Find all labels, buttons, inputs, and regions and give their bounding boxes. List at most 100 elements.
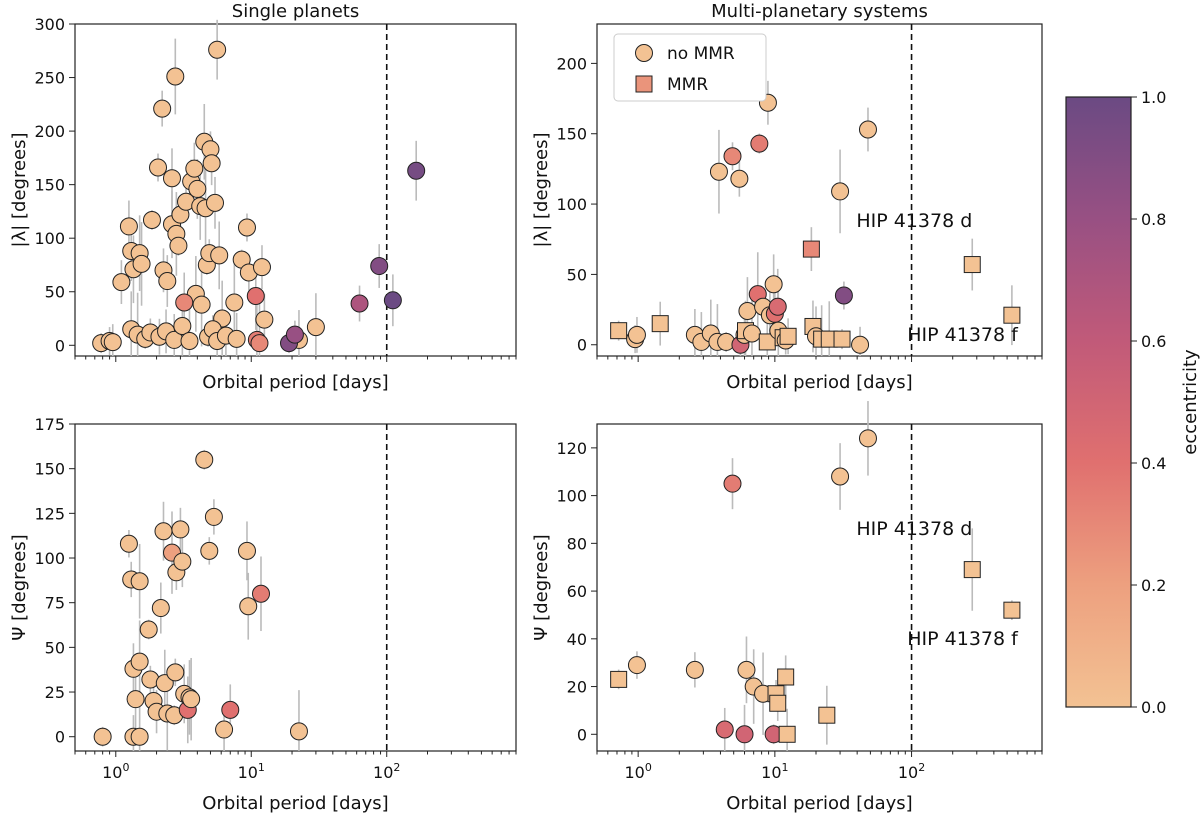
no-mmr-point — [210, 246, 229, 265]
no-mmr-point — [227, 329, 246, 348]
axes-frame — [74, 23, 517, 357]
no-mmr-point — [858, 429, 877, 448]
no-mmr-point — [200, 541, 219, 560]
y-tick-label: 200 — [556, 54, 587, 73]
no-mmr-point — [126, 690, 145, 709]
no-mmr-point — [306, 318, 325, 337]
no-mmr-point — [768, 297, 787, 316]
no-mmr-point — [685, 660, 704, 679]
mmr-point — [779, 327, 797, 345]
no-mmr-point — [182, 690, 201, 709]
no-mmr-point — [350, 294, 369, 313]
panel-bl: 0 25 50 75 100 125 150 175 100 101 102 Orbital peri… — [9, 415, 517, 814]
y-tick-label: 250 — [34, 69, 65, 88]
no-mmr-point — [831, 182, 850, 201]
x-axis-label: Orbital period [days] — [726, 372, 912, 393]
mmr-point — [963, 256, 981, 274]
x-tick-label: 100 — [624, 761, 651, 782]
y-axis-label: Ψ [degrees] — [531, 534, 552, 640]
mmr-point — [1003, 601, 1021, 619]
y-tick-label: 0 — [577, 336, 587, 355]
no-mmr-point — [103, 333, 122, 352]
no-mmr-point — [239, 597, 258, 616]
panel-tr: 0 50 100 150 200 Orbital period [days] |λ| [de… — [531, 1, 1043, 393]
colorbar-tick-label: 0.8 — [1141, 210, 1166, 229]
colorbar-tick-label: 0.6 — [1141, 332, 1166, 351]
no-mmr-point — [171, 520, 190, 539]
no-mmr-point — [132, 254, 151, 273]
y-tick-label: 150 — [556, 125, 587, 144]
no-mmr-point — [237, 541, 256, 560]
no-mmr-point — [142, 210, 161, 229]
mmr-point — [802, 240, 820, 258]
no-mmr-point — [834, 286, 853, 305]
annotation-label: HIP 41378 f — [907, 628, 1019, 650]
axes-frame — [596, 423, 1043, 752]
no-mmr-point — [188, 179, 207, 198]
no-mmr-point — [195, 450, 214, 469]
no-mmr-point — [166, 67, 185, 86]
x-tick-label: 102 — [373, 761, 400, 782]
no-mmr-point — [709, 162, 728, 181]
mmr-point — [818, 706, 836, 724]
axes-frame — [74, 423, 517, 752]
no-mmr-point — [166, 663, 185, 682]
y-tick-label: 150 — [34, 460, 65, 479]
no-mmr-point — [202, 154, 221, 173]
no-mmr-point — [255, 310, 274, 329]
y-tick-label: 25 — [45, 683, 65, 702]
legend-mmr-label: MMR — [667, 75, 708, 95]
no-mmr-point — [154, 522, 173, 541]
no-mmr-point — [130, 727, 149, 746]
no-mmr-point — [155, 674, 174, 693]
mmr-point — [1003, 306, 1021, 324]
colorbar-tick-label: 0.2 — [1141, 576, 1166, 595]
colorbar-tick-label: 0.0 — [1141, 698, 1166, 717]
colorbar-bar — [1065, 96, 1132, 708]
legend-no-mmr-label: no MMR — [667, 44, 735, 64]
x-tick-label: 102 — [898, 761, 925, 782]
no-mmr-point — [208, 40, 227, 59]
y-axis-label: Ψ [degrees] — [9, 534, 30, 640]
no-mmr-point — [370, 257, 389, 276]
no-mmr-point — [289, 722, 308, 741]
no-mmr-point — [119, 534, 138, 553]
no-mmr-point — [737, 660, 756, 679]
y-tick-label: 60 — [567, 582, 587, 601]
no-mmr-point — [715, 720, 734, 739]
no-mmr-point — [250, 334, 269, 353]
y-tick-label: 100 — [34, 549, 65, 568]
no-mmr-point — [723, 147, 742, 166]
no-mmr-point — [93, 727, 112, 746]
no-mmr-point — [225, 293, 244, 312]
mmr-point — [610, 322, 628, 340]
no-mmr-point — [251, 584, 270, 603]
no-mmr-point — [851, 335, 870, 354]
y-tick-label: 50 — [567, 265, 587, 284]
y-tick-label: 0 — [55, 336, 65, 355]
no-mmr-point — [119, 217, 138, 236]
y-tick-label: 75 — [45, 594, 65, 613]
panel-br: 0 20 40 60 80 100 120 100 101 102 Orbital period [… — [531, 401, 1043, 814]
no-mmr-point — [383, 291, 402, 310]
y-tick-label: 150 — [34, 176, 65, 195]
y-tick-label: 50 — [45, 638, 65, 657]
annotation-label: HIP 41378 d — [856, 518, 972, 540]
colorbar: 0.0 0.2 0.4 0.6 0.8 1.0 eccentricity — [1065, 88, 1200, 717]
no-mmr-point — [627, 656, 646, 675]
no-mmr-point — [130, 652, 149, 671]
y-tick-label: 300 — [34, 15, 65, 34]
no-mmr-point — [627, 325, 646, 344]
panel-tl: 0 50 100 150 200 250 300 Orbital period [days] |… — [9, 1, 517, 393]
x-axis-label: Orbital period [days] — [202, 372, 388, 393]
no-mmr-point — [730, 169, 749, 188]
mmr-point — [963, 561, 981, 579]
no-mmr-point — [173, 317, 192, 336]
y-tick-label: 80 — [567, 534, 587, 553]
x-axis-label: Orbital period [days] — [726, 793, 912, 814]
y-tick-label: 0 — [577, 725, 587, 744]
no-mmr-point — [285, 325, 304, 344]
no-mmr-point — [246, 287, 265, 306]
mmr-point — [769, 694, 787, 712]
no-mmr-point — [158, 272, 177, 291]
